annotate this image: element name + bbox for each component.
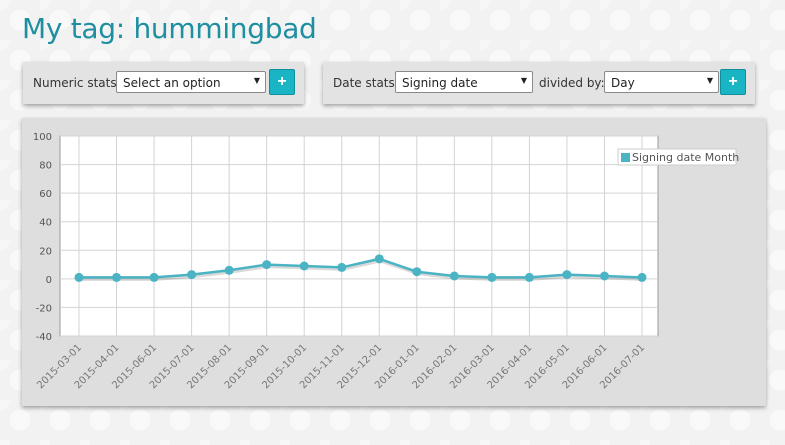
series-line (79, 257, 643, 279)
date-stats-select-value: Signing date (402, 76, 478, 90)
data-point (449, 271, 459, 281)
dropdown-arrow-icon: ▼ (520, 76, 527, 85)
legend-box (617, 148, 737, 166)
legend-swatch (621, 153, 630, 162)
line-chart: 100806040200-20-402015-03-012015-04-0120… (33, 132, 739, 391)
data-point (374, 254, 384, 264)
y-tick-label: 100 (33, 132, 52, 143)
data-point (337, 262, 347, 272)
divided-by-select[interactable]: Day ▼ (604, 71, 719, 93)
data-point (524, 272, 534, 282)
numeric-stats-panel: Numeric stats: Select an option ▼ + (23, 62, 304, 104)
divided-by-select-value: Day (611, 76, 635, 90)
data-point (149, 272, 159, 282)
dropdown-arrow-icon: ▼ (706, 76, 713, 85)
date-stats-panel: Date stats: Signing date ▼ divided by: D… (323, 62, 755, 104)
data-point (299, 261, 309, 271)
legend-label: Signing date Month (632, 151, 739, 164)
numeric-stats-add-button[interactable]: + (269, 69, 295, 95)
dropdown-arrow-icon: ▼ (253, 76, 260, 85)
y-tick-label: -40 (36, 332, 52, 343)
y-tick-label: 80 (39, 161, 52, 172)
date-stats-add-button[interactable]: + (720, 69, 746, 95)
y-tick-label: -20 (36, 303, 52, 314)
data-point (599, 271, 609, 281)
data-point (187, 270, 197, 280)
data-point (224, 265, 234, 275)
plot-area (59, 135, 659, 337)
numeric-stats-label: Numeric stats: (33, 76, 121, 90)
data-point (637, 272, 647, 282)
y-tick-label: 0 (46, 275, 52, 286)
series-line-shadow (80, 259, 644, 281)
data-point (562, 270, 572, 280)
y-tick-label: 60 (39, 189, 52, 200)
data-point (74, 272, 84, 282)
y-tick-label: 20 (39, 246, 52, 257)
data-point (487, 272, 497, 282)
y-tick-label: 40 (39, 218, 52, 229)
data-point (412, 267, 422, 277)
date-stats-label: Date stats: (333, 76, 399, 90)
page-title: My tag: hummingbad (22, 12, 317, 45)
date-stats-select[interactable]: Signing date ▼ (395, 71, 533, 93)
numeric-stats-select[interactable]: Select an option ▼ (116, 71, 266, 93)
divided-by-label: divided by: (539, 76, 605, 90)
numeric-stats-select-value: Select an option (123, 76, 221, 90)
chart-panel: 100 80 60 40 20 0 -20 -40 2015-03-01 2015-04-01 20… (22, 118, 766, 406)
data-point (112, 272, 122, 282)
data-point (262, 260, 272, 270)
